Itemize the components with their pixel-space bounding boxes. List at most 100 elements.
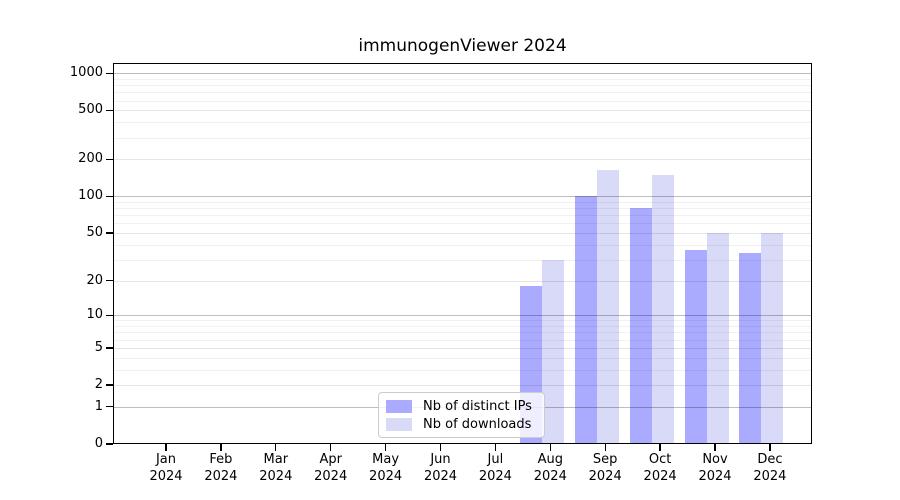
gridline-50	[114, 233, 811, 235]
gridline-100	[114, 196, 811, 198]
y-tick-label: 100	[78, 188, 103, 204]
bar-nov-ips	[684, 250, 707, 444]
x-tick-year: 2024	[314, 468, 348, 484]
y-tick-mark	[106, 72, 113, 74]
x-tick-year: 2024	[204, 468, 238, 484]
x-tick-mark	[659, 444, 661, 451]
x-tick-year: 2024	[753, 468, 787, 484]
x-tick-label: Aug 2024	[515, 452, 585, 485]
y-tick-label: 500	[78, 102, 103, 118]
chart-title: immunogenViewer 2024	[358, 36, 567, 56]
y-tick-mark	[106, 232, 113, 234]
legend-swatch-distinct-ips	[386, 399, 412, 413]
x-tick-month: Nov	[702, 452, 728, 467]
x-tick-label: Sep 2024	[570, 452, 640, 485]
gridline-minor	[114, 92, 811, 94]
x-tick-month: May	[372, 452, 400, 467]
y-tick-label: 50	[86, 225, 103, 241]
bar-aug-downloads	[541, 259, 564, 444]
y-tick-mark	[106, 314, 113, 317]
x-tick-label: Dec 2024	[735, 452, 805, 485]
gridline-20	[114, 280, 811, 282]
x-tick-label: Nov 2024	[680, 452, 750, 485]
bar-dec-downloads	[761, 233, 784, 444]
bar-nov-downloads	[706, 233, 729, 444]
x-tick-month: Jul	[487, 452, 504, 467]
x-tick-mark	[604, 444, 606, 451]
x-tick-label: Apr 2024	[296, 452, 366, 485]
gridline-minor	[114, 78, 811, 80]
x-tick-label: Feb 2024	[186, 452, 256, 485]
gridline-minor	[114, 100, 811, 102]
x-tick-mark	[220, 444, 222, 451]
gridline-minor	[114, 339, 811, 341]
x-tick-label: Oct 2024	[625, 452, 695, 485]
gridline-minor	[114, 215, 811, 217]
gridline-1000	[114, 73, 811, 75]
y-tick-mark	[106, 195, 113, 198]
x-tick-month: Mar	[263, 452, 289, 467]
gridline-minor	[114, 326, 811, 328]
x-tick-month: Sep	[592, 452, 618, 467]
x-tick-year: 2024	[588, 468, 622, 484]
x-tick-month: Jan	[155, 452, 177, 467]
y-tick-mark	[106, 443, 113, 445]
legend-entry-distinct-ips: Nb of distinct IPs	[386, 398, 536, 414]
x-tick-mark	[549, 444, 551, 451]
gridline-10	[114, 315, 811, 317]
y-tick-mark	[106, 384, 113, 386]
y-tick-mark	[106, 158, 113, 161]
x-tick-year: 2024	[698, 468, 732, 484]
x-tick-label: Mar 2024	[241, 452, 311, 485]
y-tick-label: 0	[94, 436, 103, 451]
x-tick-month: Aug	[537, 452, 563, 467]
x-tick-month: Jun	[430, 452, 451, 467]
gridline-minor	[114, 332, 811, 334]
legend-label-downloads: Nb of downloads	[423, 416, 532, 432]
legend-swatch-downloads	[386, 417, 412, 431]
x-tick-year: 2024	[478, 468, 512, 484]
gridline-minor	[114, 320, 811, 322]
y-tick-mark	[106, 406, 113, 408]
gridline-minor	[114, 208, 811, 210]
gridline-minor	[114, 244, 811, 246]
gridline-minor	[114, 369, 811, 371]
x-tick-year: 2024	[369, 468, 403, 484]
x-tick-month: Dec	[757, 452, 783, 467]
x-tick-mark	[384, 444, 387, 451]
x-tick-year: 2024	[259, 468, 293, 484]
x-tick-mark	[714, 444, 716, 451]
x-tick-month: Feb	[209, 452, 233, 467]
y-tick-label: 200	[78, 151, 103, 167]
bar-dec-ips	[739, 253, 762, 444]
y-tick-label: 1000	[69, 65, 103, 81]
gridline-200	[114, 159, 811, 161]
x-tick-mark	[494, 444, 497, 451]
gridline-2	[114, 385, 811, 387]
x-tick-label: May 2024	[351, 452, 421, 485]
x-tick-label: Jan 2024	[131, 452, 201, 485]
y-tick-mark	[106, 279, 113, 282]
gridline-minor	[114, 122, 811, 124]
x-tick-label: Jun 2024	[406, 452, 476, 485]
y-tick-mark	[106, 109, 113, 112]
y-tick-label: 20	[86, 272, 103, 288]
gridline-minor	[114, 259, 811, 261]
x-tick-mark	[275, 444, 277, 451]
y-tick-label: 2	[94, 377, 103, 393]
x-tick-label: Jul 2024	[460, 452, 530, 485]
legend-label-distinct-ips: Nb of distinct IPs	[423, 398, 532, 414]
y-tick-label: 1	[94, 398, 103, 414]
bar-oct-ips	[629, 208, 652, 444]
y-tick-label: 5	[94, 339, 103, 355]
y-tick-mark	[106, 347, 113, 349]
x-tick-mark	[769, 444, 771, 451]
x-tick-year: 2024	[423, 468, 458, 484]
x-tick-mark	[439, 444, 442, 451]
bar-sep-ips	[574, 196, 597, 444]
gridline-minor	[114, 201, 811, 203]
x-tick-year: 2024	[643, 468, 677, 484]
plot-area	[113, 63, 812, 444]
gridline-500	[114, 110, 811, 112]
